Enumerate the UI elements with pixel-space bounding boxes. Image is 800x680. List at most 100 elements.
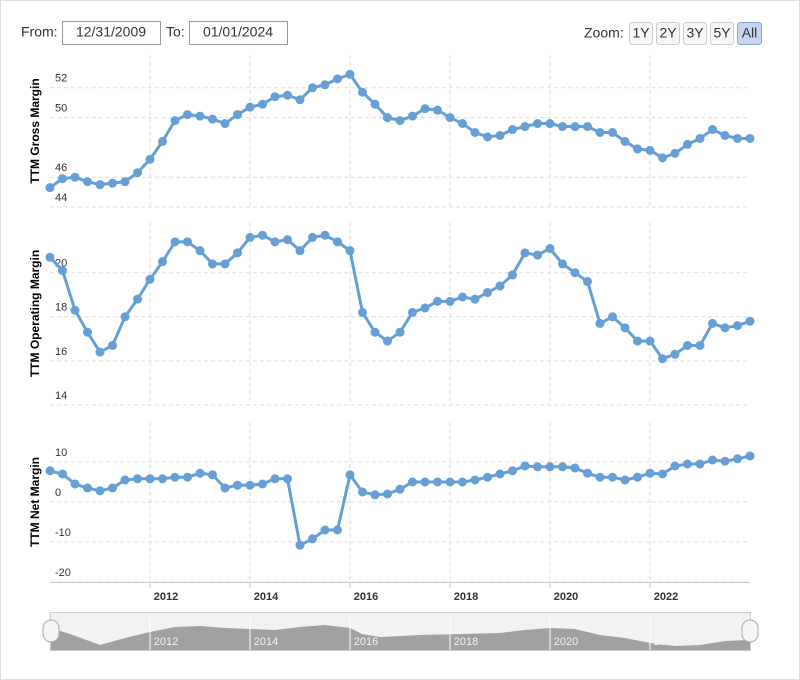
point xyxy=(520,122,530,132)
zoom-button[interactable] xyxy=(683,22,707,45)
point xyxy=(295,540,305,550)
point xyxy=(733,321,742,331)
point xyxy=(645,145,655,155)
zoom-button-label[interactable]: 1Y xyxy=(632,25,650,41)
point xyxy=(458,292,467,302)
point xyxy=(145,154,155,164)
point xyxy=(370,99,380,109)
point xyxy=(70,305,80,315)
point xyxy=(683,139,692,149)
point xyxy=(470,294,480,304)
point xyxy=(520,461,530,471)
point xyxy=(345,69,355,79)
point xyxy=(745,133,755,143)
to-label: To: xyxy=(166,24,185,40)
point xyxy=(395,116,405,126)
from-input[interactable] xyxy=(62,21,161,45)
point xyxy=(633,144,642,154)
point xyxy=(195,111,205,121)
point xyxy=(583,468,592,478)
point xyxy=(720,130,730,140)
point xyxy=(208,259,217,269)
point xyxy=(420,303,430,313)
point xyxy=(270,237,280,247)
point xyxy=(570,268,580,278)
point xyxy=(408,307,417,317)
point xyxy=(558,259,567,269)
point xyxy=(195,246,205,256)
point xyxy=(283,235,292,245)
point xyxy=(608,127,617,137)
point xyxy=(433,296,442,306)
y-tick-label: -10 xyxy=(55,527,71,539)
point xyxy=(308,232,317,242)
point xyxy=(608,312,617,322)
to-input[interactable] xyxy=(189,21,288,45)
point xyxy=(108,178,117,188)
point xyxy=(45,183,55,193)
point xyxy=(245,102,255,112)
point xyxy=(358,307,367,317)
point xyxy=(158,474,167,484)
point xyxy=(720,456,730,466)
point xyxy=(495,469,505,479)
point xyxy=(608,472,617,482)
point xyxy=(283,90,292,100)
y-tick-label: -20 xyxy=(55,567,71,579)
point xyxy=(183,110,192,120)
point xyxy=(445,113,455,123)
point xyxy=(495,281,505,291)
zoom-button-label[interactable]: 5Y xyxy=(713,25,731,41)
point xyxy=(658,354,667,364)
point xyxy=(695,133,705,143)
navigator-label: 2022 xyxy=(654,636,678,648)
point xyxy=(58,174,67,184)
navigator-handle-left[interactable] xyxy=(42,619,60,643)
point xyxy=(495,130,505,140)
zoom-button-label[interactable]: 3Y xyxy=(686,25,704,41)
point xyxy=(470,127,480,137)
navigator-handle-right[interactable] xyxy=(741,619,759,643)
y-tick-label: 0 xyxy=(55,487,61,499)
point xyxy=(58,266,67,276)
point xyxy=(695,340,705,350)
point xyxy=(370,490,380,500)
zoom-button[interactable] xyxy=(710,22,734,45)
from-date[interactable]: 12/31/2009 xyxy=(76,24,146,40)
y-tick-label: 18 xyxy=(55,302,67,314)
y-tick-label: 46 xyxy=(55,162,67,174)
point xyxy=(620,136,630,146)
point xyxy=(483,132,492,142)
point xyxy=(620,323,630,333)
y-tick-label: 52 xyxy=(55,73,67,85)
x-tick-label: 2018 xyxy=(454,591,478,603)
point xyxy=(320,230,330,240)
point xyxy=(433,105,442,115)
point xyxy=(220,483,230,493)
point xyxy=(145,274,155,284)
point xyxy=(120,312,130,322)
point xyxy=(320,525,330,535)
point xyxy=(358,87,367,97)
point xyxy=(558,122,567,132)
point xyxy=(208,470,217,480)
point xyxy=(133,474,142,484)
point xyxy=(183,237,192,247)
point xyxy=(658,153,667,163)
navigator-label: 2018 xyxy=(454,636,478,648)
zoom-button[interactable] xyxy=(629,22,653,45)
point xyxy=(395,327,405,337)
point xyxy=(170,237,180,247)
zoom-button[interactable] xyxy=(737,22,762,45)
navigator-area xyxy=(51,625,750,650)
point xyxy=(420,104,430,114)
to-date[interactable]: 01/01/2024 xyxy=(203,24,273,40)
zoom-button[interactable] xyxy=(656,22,680,45)
zoom-button-label[interactable]: All xyxy=(742,25,758,41)
y-tick-label: 44 xyxy=(55,192,67,204)
point xyxy=(508,466,517,476)
zoom-button-label[interactable]: 2Y xyxy=(659,25,677,41)
point xyxy=(683,459,692,469)
